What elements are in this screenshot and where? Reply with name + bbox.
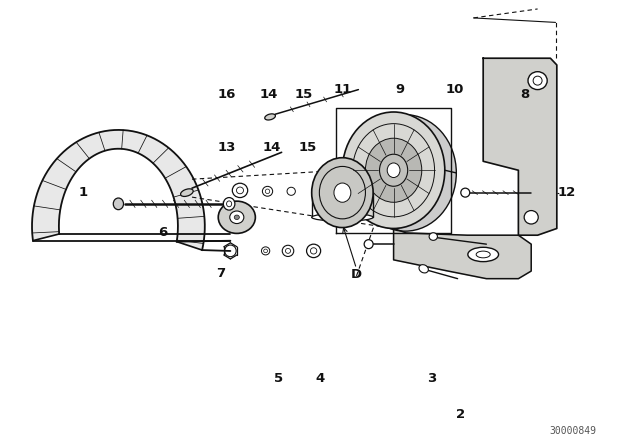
Ellipse shape xyxy=(113,198,124,210)
Ellipse shape xyxy=(223,198,235,210)
Ellipse shape xyxy=(334,183,351,202)
Ellipse shape xyxy=(342,112,445,228)
Ellipse shape xyxy=(282,246,294,256)
Text: 3: 3 xyxy=(428,372,436,385)
Text: 2: 2 xyxy=(456,408,465,421)
Ellipse shape xyxy=(218,201,255,233)
Ellipse shape xyxy=(468,247,499,262)
Text: D: D xyxy=(351,267,362,281)
Text: 4: 4 xyxy=(316,372,324,385)
Polygon shape xyxy=(483,58,557,235)
Ellipse shape xyxy=(262,186,273,196)
Ellipse shape xyxy=(230,211,244,224)
Text: 11: 11 xyxy=(333,83,351,96)
Text: 13: 13 xyxy=(218,141,236,155)
Text: 5: 5 xyxy=(274,372,283,385)
Ellipse shape xyxy=(287,187,296,195)
Ellipse shape xyxy=(180,189,193,197)
Ellipse shape xyxy=(419,265,428,273)
Ellipse shape xyxy=(380,154,408,186)
Ellipse shape xyxy=(354,115,456,231)
Ellipse shape xyxy=(234,215,239,220)
Ellipse shape xyxy=(265,114,275,120)
Text: 7: 7 xyxy=(216,267,225,280)
Ellipse shape xyxy=(429,233,438,240)
Text: 6: 6 xyxy=(159,226,168,240)
Text: 9: 9 xyxy=(396,83,404,96)
Polygon shape xyxy=(394,228,531,279)
Ellipse shape xyxy=(232,183,248,198)
Text: 14: 14 xyxy=(260,87,278,101)
Ellipse shape xyxy=(307,244,321,258)
Ellipse shape xyxy=(461,188,470,197)
Ellipse shape xyxy=(312,213,373,221)
Text: 14: 14 xyxy=(263,141,281,155)
Ellipse shape xyxy=(524,211,538,224)
Text: 30000849: 30000849 xyxy=(549,426,596,436)
Text: 8: 8 xyxy=(520,87,529,101)
Text: 15: 15 xyxy=(295,87,313,101)
Text: 16: 16 xyxy=(218,87,236,101)
Ellipse shape xyxy=(364,240,373,249)
Text: 1: 1 xyxy=(79,186,88,199)
Text: 12: 12 xyxy=(557,186,575,199)
Text: 15: 15 xyxy=(298,141,316,155)
Ellipse shape xyxy=(312,158,373,228)
Ellipse shape xyxy=(261,247,270,255)
Text: 10: 10 xyxy=(445,83,463,96)
Ellipse shape xyxy=(365,138,422,202)
Polygon shape xyxy=(32,130,205,250)
Ellipse shape xyxy=(387,163,400,177)
Ellipse shape xyxy=(528,72,547,90)
